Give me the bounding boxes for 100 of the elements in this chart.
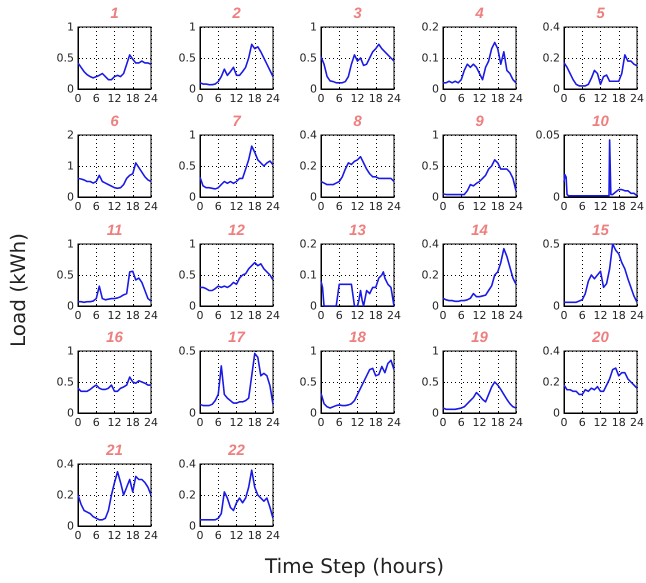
x-tick-label: 24: [266, 416, 280, 429]
line-series: [198, 262, 274, 292]
x-tick-label: 24: [387, 92, 401, 105]
x-tick-label: 24: [266, 200, 280, 213]
y-tick-label: 0.4: [178, 458, 196, 470]
y-tick-label: 0: [67, 406, 74, 420]
x-tick-label: 18: [612, 200, 626, 213]
line-series: [198, 469, 274, 521]
y-tick-label: 0.5: [421, 160, 438, 172]
x-tick-label: 6: [336, 309, 343, 322]
x-tick-label: 6: [92, 309, 100, 322]
y-tick-label: 0: [432, 300, 438, 312]
x-tick-label: 24: [144, 200, 158, 213]
y-tick-label: 0: [67, 300, 74, 312]
x-tick-label: 24: [144, 529, 158, 542]
x-tick-label: 18: [368, 92, 383, 105]
y-tick-label: 0: [432, 190, 438, 204]
y-tick-label: 0.2: [421, 20, 438, 34]
text: 12: [228, 222, 245, 239]
line-series: [442, 381, 516, 410]
x-tick-label: 24: [387, 200, 401, 213]
x-tick-label: 18: [612, 416, 626, 429]
x-tick-label: 12: [350, 200, 364, 213]
y-tick-label: 0.5: [56, 52, 74, 64]
x-tick-label: 12: [350, 92, 364, 105]
y-tick-label: 0.5: [300, 52, 317, 64]
y-tick-label: 0.4: [542, 344, 560, 358]
x-tick-label: 18: [126, 309, 140, 322]
line-series: [320, 156, 395, 186]
x-tick-label: 6: [457, 92, 464, 105]
y-tick-label: 0: [310, 82, 317, 96]
y-tick-label: 0.5: [178, 52, 196, 64]
x-tick-label: 12: [108, 200, 122, 213]
x-tick-label: 12: [229, 309, 243, 322]
y-tick-label: 0.5: [178, 344, 196, 358]
x-tick-label: 12: [229, 416, 243, 429]
y-tick-label: 0.5: [542, 238, 560, 250]
x-tick-label: 6: [336, 416, 343, 429]
x-tick-label: 24: [630, 416, 644, 429]
x-tick-label: 12: [472, 200, 486, 213]
x-tick-label: 12: [229, 529, 243, 542]
x-tick-label: 24: [266, 529, 280, 542]
x-tick-label: 18: [368, 309, 383, 322]
line-series: [198, 145, 274, 190]
y-tick-label: 0.5: [56, 376, 74, 388]
x-tick-label: 12: [594, 200, 608, 213]
y-tick-label: 0: [188, 300, 196, 312]
x-tick-label: 6: [214, 92, 222, 105]
y-tick-label: 0.4: [56, 458, 74, 470]
x-tick-label: 18: [126, 529, 140, 542]
x-tick-label: 12: [229, 92, 243, 105]
text: 14: [470, 222, 488, 239]
x-tick-label: 12: [350, 309, 364, 322]
y-tick-label: 0.2: [300, 238, 317, 250]
line-series: [442, 248, 516, 302]
x-tick-label: 12: [229, 200, 243, 213]
line-series: [442, 42, 516, 84]
text: 13: [349, 222, 366, 239]
y-tick-label: 0: [553, 300, 560, 312]
text: 10: [592, 113, 610, 130]
x-tick-label: 6: [578, 416, 586, 429]
line-series: [320, 360, 395, 409]
x-tick-label: 18: [247, 309, 262, 322]
line-series: [563, 367, 638, 396]
x-tick-label: 18: [368, 416, 383, 429]
y-tick-label: 0.1: [300, 268, 317, 282]
x-tick-label: 18: [612, 92, 626, 105]
text: 15: [592, 222, 610, 239]
y-tick-label: 1: [188, 128, 196, 142]
y-tick-label: 0.1: [421, 52, 438, 64]
x-tick-label: 6: [457, 309, 464, 322]
x-tick-label: 6: [336, 200, 343, 213]
y-tick-label: 0.2: [421, 268, 438, 282]
x-tick-label: 6: [578, 309, 586, 322]
y-tick-label: 0.5: [300, 376, 317, 388]
x-tick-label: 6: [457, 200, 464, 213]
x-tick-label: 12: [350, 416, 364, 429]
x-tick-label: 24: [508, 309, 522, 322]
x-tick-label: 24: [387, 416, 401, 429]
x-tick-label: 24: [266, 309, 280, 322]
text: 20: [591, 329, 610, 346]
x-tick-label: 18: [126, 92, 140, 105]
x-tick-label: 6: [214, 529, 222, 542]
y-tick-label: 0.2: [300, 160, 317, 172]
line-series: [198, 44, 274, 86]
text: 6: [110, 113, 120, 130]
x-tick-label: 24: [508, 200, 522, 213]
text: 3: [353, 5, 362, 22]
line-series: [77, 270, 152, 304]
x-tick-label: 6: [214, 416, 222, 429]
x-tick-label: 6: [92, 529, 100, 542]
x-axis-title: Time Step (hours): [265, 554, 444, 578]
y-tick-label: 0: [188, 406, 196, 420]
x-tick-label: 24: [508, 416, 522, 429]
x-tick-label: 18: [612, 309, 626, 322]
x-tick-label: 24: [144, 416, 158, 429]
x-tick-label: 6: [214, 200, 222, 213]
y-tick-label: 0.4: [300, 128, 317, 142]
y-axis-title: Load (kWh): [6, 232, 30, 349]
x-tick-label: 18: [247, 416, 262, 429]
